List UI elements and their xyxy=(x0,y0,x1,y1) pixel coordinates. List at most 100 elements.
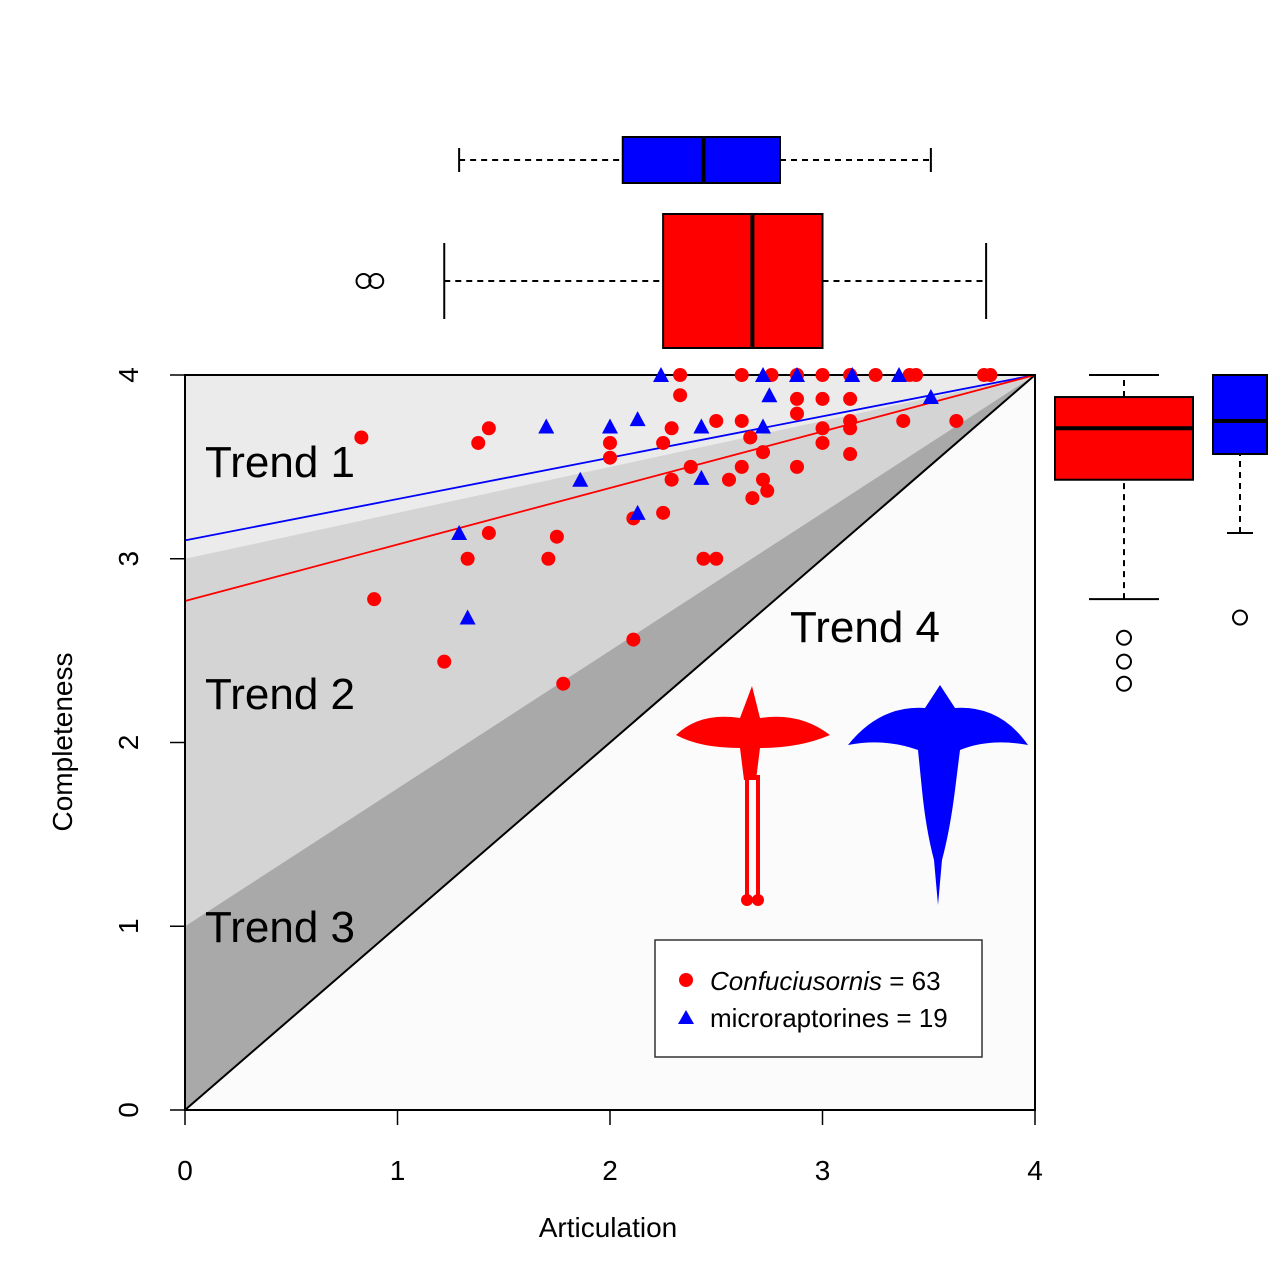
point xyxy=(761,387,778,403)
point xyxy=(629,411,646,427)
point xyxy=(891,367,907,382)
point xyxy=(367,592,382,607)
point xyxy=(983,368,998,382)
x-axis-label: Articulation xyxy=(539,1212,678,1243)
point xyxy=(693,469,710,485)
legend-label: Confuciusornis = 63 xyxy=(710,966,941,996)
point xyxy=(460,551,475,566)
x-tick-label: 0 xyxy=(177,1155,193,1186)
x-tick-label: 4 xyxy=(1027,1155,1043,1186)
outlier xyxy=(1232,609,1248,626)
box xyxy=(1212,374,1268,456)
legend-name: Confuciusornis xyxy=(710,966,882,996)
point xyxy=(790,391,804,406)
point xyxy=(664,472,679,487)
point xyxy=(896,413,911,428)
box xyxy=(621,136,781,184)
point xyxy=(602,418,618,434)
trend-label: Trend 2 xyxy=(205,670,355,719)
point xyxy=(743,430,758,445)
legend: Confuciusornis = 63 microraptorines = 19 xyxy=(654,939,983,1058)
x-tick-label: 1 xyxy=(390,1155,406,1186)
point xyxy=(437,654,452,669)
diagonal xyxy=(184,374,1036,1111)
point xyxy=(789,367,805,382)
point xyxy=(673,368,688,382)
point xyxy=(922,389,939,405)
point xyxy=(626,632,641,647)
point xyxy=(656,435,671,450)
point xyxy=(843,421,858,436)
point xyxy=(541,551,556,566)
trend-label: Trend 4 xyxy=(790,603,940,652)
point xyxy=(451,525,468,541)
point xyxy=(481,421,496,436)
box xyxy=(662,213,824,349)
x-tick-label: 3 xyxy=(815,1155,831,1186)
point xyxy=(471,435,486,450)
point xyxy=(790,406,804,421)
point xyxy=(481,526,496,541)
point xyxy=(656,505,671,520)
point xyxy=(843,391,858,406)
point xyxy=(909,368,923,382)
point xyxy=(572,471,589,487)
legend-marker xyxy=(679,973,693,987)
outlier xyxy=(1116,629,1132,646)
outlier xyxy=(355,273,372,289)
point xyxy=(815,391,830,406)
point xyxy=(709,551,724,566)
point xyxy=(734,413,749,428)
microraptorine-silhouette xyxy=(848,685,1028,905)
point xyxy=(756,472,770,487)
point xyxy=(603,435,617,450)
point xyxy=(556,676,571,691)
point xyxy=(745,491,760,506)
point xyxy=(722,472,736,487)
point xyxy=(603,450,617,465)
plot-area: Trend 1 Trend 2 Trend 3 Trend 4 0 1 2 3 4 0 1 2 3 4 xyxy=(113,136,1268,1186)
legend-count: = 63 xyxy=(889,966,940,996)
y-axis-label: Completeness xyxy=(47,653,78,832)
box xyxy=(1054,396,1194,481)
point xyxy=(653,367,669,382)
fit-line xyxy=(184,374,1036,602)
point xyxy=(756,445,770,460)
point xyxy=(693,418,710,434)
x-tick-label: 2 xyxy=(602,1155,618,1186)
point xyxy=(673,388,688,403)
legend-label: microraptorines = 19 xyxy=(710,1003,948,1033)
y-tick-label: 2 xyxy=(113,735,144,751)
point xyxy=(815,368,830,382)
outlier xyxy=(1116,653,1132,670)
point xyxy=(755,418,771,434)
point xyxy=(459,609,476,625)
point xyxy=(760,483,775,498)
point xyxy=(734,459,749,474)
point xyxy=(683,459,698,474)
point xyxy=(629,504,646,520)
point xyxy=(549,529,564,544)
y-tick-label: 1 xyxy=(113,918,144,934)
point xyxy=(815,421,830,436)
legend-box xyxy=(654,939,983,1058)
point xyxy=(538,418,555,434)
point xyxy=(844,367,861,382)
point xyxy=(949,413,964,428)
y-tick-label: 3 xyxy=(113,551,144,567)
point xyxy=(709,413,724,428)
outlier xyxy=(1116,675,1132,692)
outlier xyxy=(368,273,385,289)
point xyxy=(664,421,679,436)
point xyxy=(815,435,830,450)
point xyxy=(696,551,711,566)
trend-label: Trend 1 xyxy=(205,438,355,487)
y-tick-label: 0 xyxy=(113,1102,144,1118)
point xyxy=(843,447,858,462)
legend-name: microraptorines xyxy=(710,1003,889,1033)
point xyxy=(354,430,369,445)
legend-count: = 19 xyxy=(896,1003,947,1033)
point xyxy=(868,368,883,382)
